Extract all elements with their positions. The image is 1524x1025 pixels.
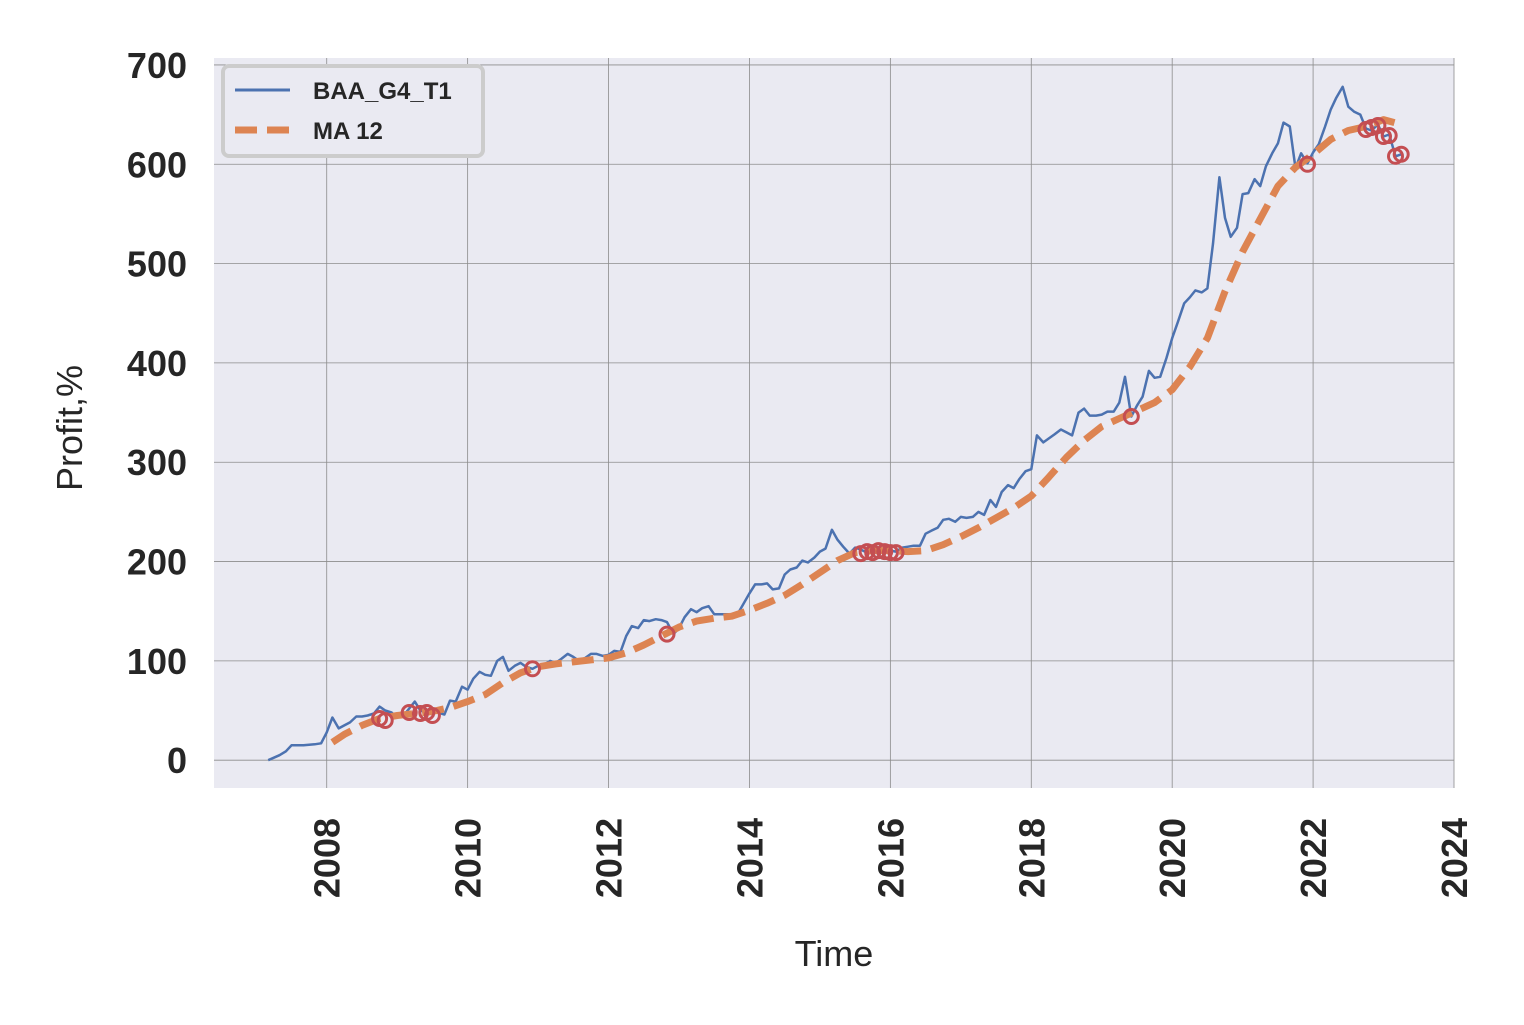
series-line-baa-g4-t1 (267, 85, 1402, 762)
signal-marker (1299, 155, 1316, 173)
x-tick-label: 2020 (1152, 818, 1193, 898)
y-tick-label: 100 (127, 641, 187, 682)
signal-marker (869, 542, 887, 560)
y-axis-label: Profit,% (49, 365, 90, 491)
x-axis-label: Time (795, 933, 874, 974)
signal-markers (371, 117, 1410, 729)
x-tick-label: 2012 (589, 818, 630, 898)
x-tick-label: 2016 (870, 818, 911, 898)
y-tick-label: 200 (127, 542, 187, 583)
x-tick-label: 2008 (307, 818, 348, 898)
y-tick-label: 400 (127, 343, 187, 384)
x-tick-labels: 2008 2010 2012 2014 2016 2018 2020 2022 2024 (307, 818, 1475, 898)
signal-marker (1380, 127, 1398, 144)
signal-marker (1392, 145, 1410, 163)
plot-area (214, 58, 1454, 788)
x-tick-label: 2018 (1011, 818, 1052, 898)
legend: BAA_G4_T1 MA 12 (221, 64, 485, 158)
x-tick-label: 2010 (448, 818, 489, 898)
y-tick-label: 600 (127, 144, 187, 185)
legend-label-baa-g4-t1: BAA_G4_T1 (313, 78, 452, 105)
signal-marker (423, 707, 441, 724)
y-tick-label: 500 (127, 244, 187, 285)
gridlines (214, 58, 1455, 788)
y-tick-label: 300 (127, 442, 187, 483)
signal-marker (400, 704, 418, 721)
x-tick-label: 2022 (1293, 818, 1334, 898)
x-tick-label: 2014 (729, 818, 770, 898)
y-tick-label: 700 (127, 45, 187, 86)
y-tick-label: 0 (167, 740, 187, 781)
signal-marker (658, 625, 676, 643)
series-lines (267, 85, 1403, 762)
signal-marker (1122, 408, 1140, 425)
signal-marker (524, 660, 541, 678)
signal-marker (887, 544, 905, 562)
signal-marker (881, 544, 899, 562)
y-tick-labels: 0 100 200 300 400 500 600 700 (127, 45, 187, 781)
series-line-ma-12 (330, 116, 1403, 746)
signal-marker (411, 705, 429, 722)
signal-marker (376, 712, 394, 729)
x-tick-label: 2024 (1434, 818, 1475, 898)
legend-label-ma-12: MA 12 (313, 118, 383, 145)
